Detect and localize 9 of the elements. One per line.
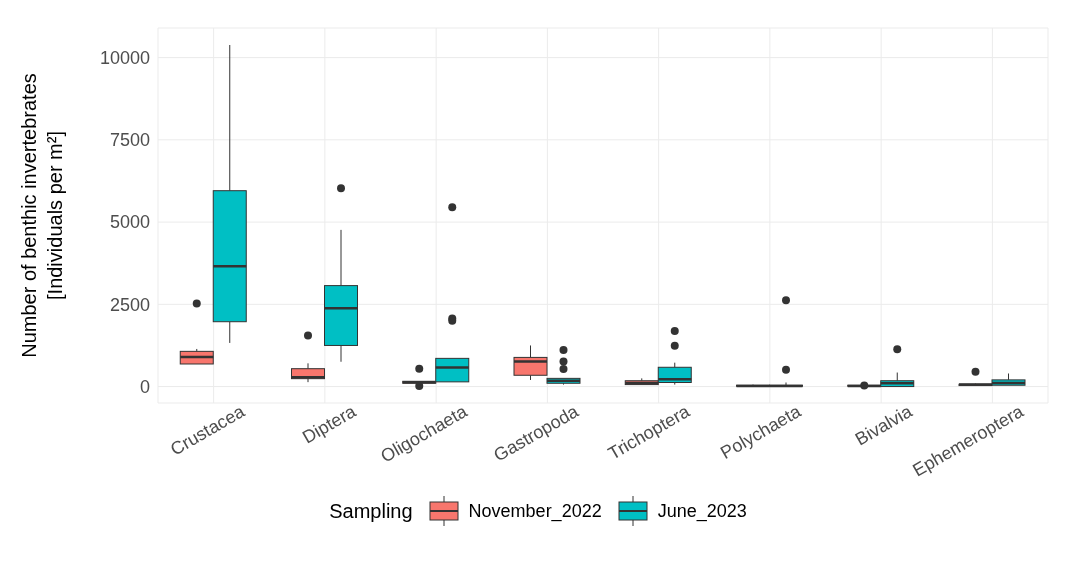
y-tick-label: 7500 [109, 130, 150, 151]
legend-label: June_2023 [657, 500, 747, 522]
y-axis-title: Number of benthic invertebrates [Individuals per m²] [18, 73, 66, 358]
y-tick-label: 0 [139, 376, 150, 397]
legend-title: Sampling [329, 499, 413, 523]
y-tick-label: 10000 [99, 48, 150, 68]
y-tick-label: 2500 [109, 294, 150, 315]
legend-label: November_2022 [468, 500, 602, 522]
y-tick-label: 5000 [109, 212, 150, 233]
